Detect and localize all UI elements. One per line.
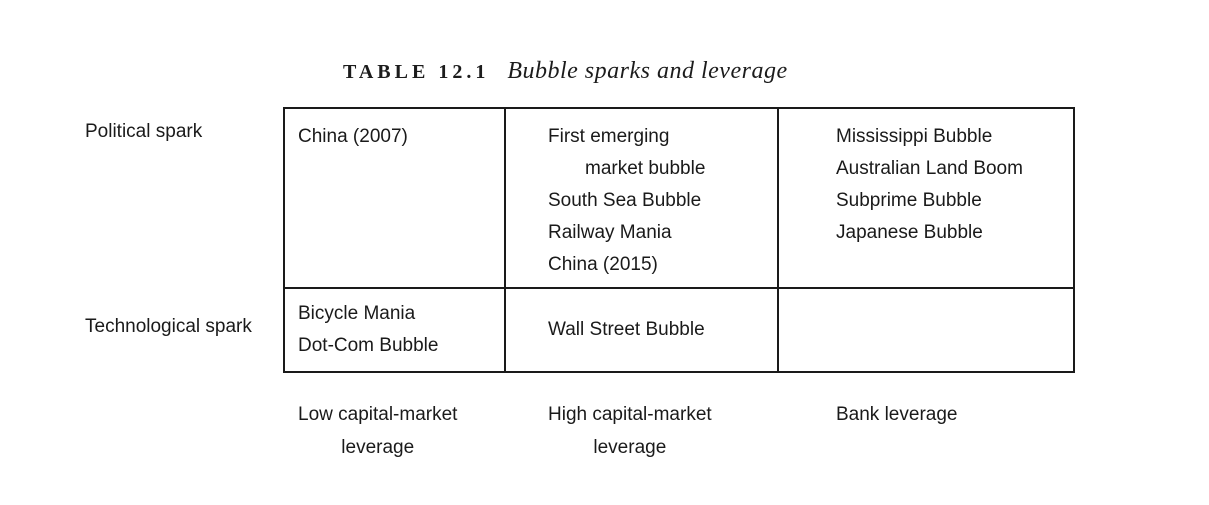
- cell-political-high-leverage: First emerging market bubble South Sea B…: [504, 109, 777, 287]
- column-label-text: Bank leverage: [836, 404, 958, 425]
- table-title: TABLE 12.1 Bubble sparks and leverage: [343, 58, 788, 85]
- cell-technological-low-leverage: Bicycle Mania Dot-Com Bubble: [285, 287, 504, 371]
- row-label-text: Political spark: [85, 121, 203, 142]
- bubble-entry: Dot-Com Bubble: [298, 335, 439, 356]
- cell-political-low-leverage: China (2007): [285, 109, 504, 287]
- cell-technological-high-leverage: Wall Street Bubble: [504, 287, 777, 371]
- column-label-text: High capital-market leverage: [548, 404, 712, 458]
- table-caption: Bubble sparks and leverage: [507, 58, 788, 84]
- table-body: China (2007) First emerging market bubbl…: [283, 107, 1075, 464]
- bubble-entry: Bicycle Mania: [298, 303, 416, 324]
- bubble-entry: Japanese Bubble: [836, 222, 983, 243]
- bubble-entry: China (2015): [548, 254, 658, 275]
- cell-political-bank-leverage: Mississippi Bubble Australian Land Boom …: [777, 109, 1073, 287]
- bubble-entry: First emerging: [548, 126, 670, 147]
- cell-technological-bank-leverage-empty: [777, 287, 1073, 371]
- bubble-entry: Subprime Bubble: [836, 190, 982, 211]
- column-label-low-capital-market-leverage: Low capital-market leverage: [283, 398, 504, 464]
- row-label-technological-spark: Technological spark: [85, 285, 283, 369]
- column-label-bank-leverage: Bank leverage: [777, 398, 1075, 464]
- bubble-entry: Wall Street Bubble: [548, 319, 705, 340]
- column-labels-row: Low capital-market leverage High capital…: [283, 398, 1075, 464]
- column-label-text: Low capital-market leverage: [298, 404, 458, 458]
- bubble-entry: China (2007): [298, 126, 408, 147]
- row-labels-column: Political spark Technological spark: [85, 107, 283, 369]
- row-label-political-spark: Political spark: [85, 107, 283, 285]
- bubble-entry: Australian Land Boom: [836, 158, 1023, 179]
- cells-grid: China (2007) First emerging market bubbl…: [283, 107, 1075, 373]
- bubble-matrix-table: Political spark Technological spark Chin…: [85, 107, 1075, 464]
- bubble-entry: Railway Mania: [548, 222, 672, 243]
- table-number: TABLE 12.1: [343, 61, 490, 83]
- bubble-entry: Mississippi Bubble: [836, 126, 993, 147]
- row-label-text: Technological spark: [85, 316, 252, 337]
- bubble-entry-continuation: market bubble: [585, 158, 706, 179]
- bubble-entry: South Sea Bubble: [548, 190, 702, 211]
- column-label-high-capital-market-leverage: High capital-market leverage: [504, 398, 777, 464]
